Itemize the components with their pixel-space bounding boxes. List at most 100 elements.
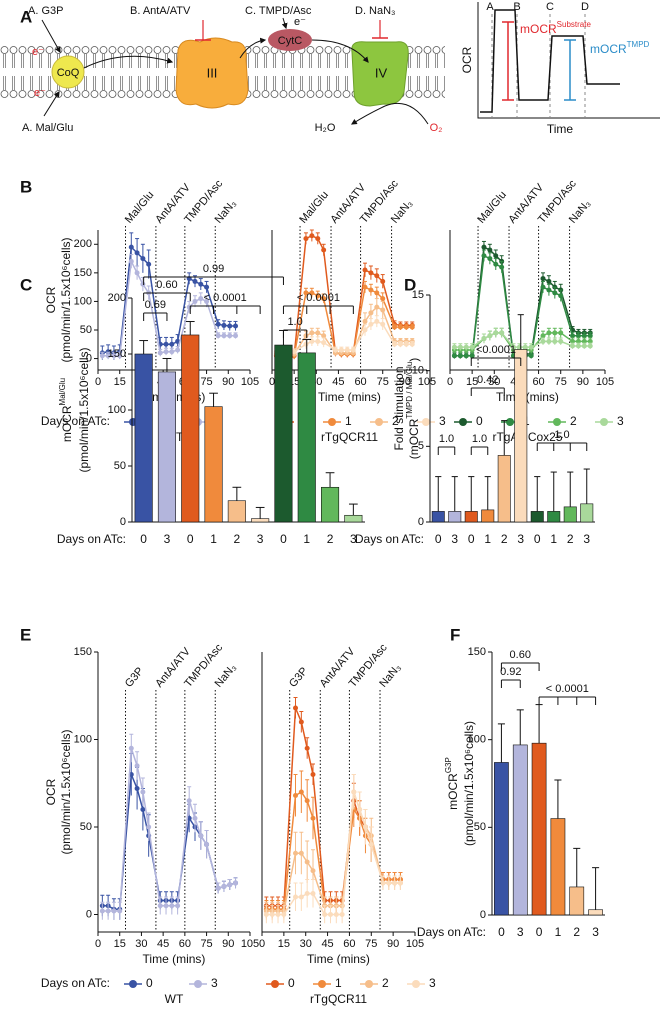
x-tick-label: 2 (501, 532, 508, 546)
x-tick-label: 15 (466, 376, 478, 388)
p-value: 0.60 (156, 279, 177, 291)
x-label: Days on ATc: (355, 532, 424, 546)
bar (251, 518, 270, 523)
axis-label: (pmol/min/1.5x10⁶cells) (462, 721, 476, 846)
x-label: Time (mins) (143, 952, 206, 966)
legend-label: 0 (288, 976, 295, 990)
x-tick-label: 0 (95, 938, 101, 950)
injection-label: NaN₃ (567, 198, 593, 226)
p-value: 1.0 (439, 433, 454, 445)
point (140, 281, 146, 287)
point (493, 261, 499, 267)
panel-label: E (20, 625, 31, 644)
point (303, 290, 309, 296)
x-tick-label: 75 (555, 376, 567, 388)
point (339, 912, 345, 917)
p-value: 0.99 (203, 263, 224, 275)
group-label: rTgQCR11 (321, 430, 378, 444)
point (227, 333, 233, 339)
x-tick-label: 105 (241, 376, 259, 388)
x-tick-label: 30 (300, 938, 312, 950)
x-tick-label: 3 (517, 532, 524, 546)
point (528, 353, 534, 359)
point (163, 903, 169, 909)
point (128, 745, 134, 751)
point (380, 296, 386, 302)
point (409, 341, 415, 347)
point (198, 833, 204, 839)
series-line (454, 254, 591, 357)
x-tick-label: 2 (327, 532, 334, 546)
point (575, 333, 581, 339)
arrow (281, 17, 288, 30)
point (175, 347, 181, 353)
point (338, 347, 344, 353)
point (481, 244, 487, 250)
p-value: 1.0 (472, 433, 487, 445)
point (469, 344, 475, 350)
axis-label: (pmol/min/1.5x10⁶cells) (59, 238, 73, 363)
y-tick-label: 0 (86, 908, 92, 920)
x-label: Time (547, 122, 574, 136)
y-tick-label: 50 (80, 324, 92, 336)
arrow (41, 19, 61, 54)
panel-label: C (20, 275, 32, 294)
point (269, 912, 275, 917)
point (386, 880, 392, 886)
legend-marker (422, 418, 430, 426)
injection-label: C (546, 1, 554, 13)
panel-label: D (404, 275, 416, 294)
y-tick-label: 100 (468, 734, 486, 746)
x-tick-label: 15 (114, 938, 126, 950)
label-sup: G3P (444, 757, 453, 773)
point (362, 824, 368, 830)
arrow (311, 39, 369, 63)
point (105, 353, 111, 359)
x-tick-label: 3 (164, 532, 171, 546)
legend-label: 1 (345, 414, 352, 428)
injection-label: B (513, 1, 520, 13)
point (293, 850, 299, 856)
point (546, 278, 552, 284)
x-tick-label: 0 (534, 532, 541, 546)
x-tick-label: 0 (187, 532, 194, 546)
point (134, 763, 140, 769)
point (117, 353, 123, 359)
axis-label: mOCRG3P (444, 757, 460, 810)
p-value: 0.42 (477, 374, 498, 386)
y-tick-label: 50 (474, 821, 486, 833)
x-tick-label: 3 (592, 925, 599, 939)
bar (448, 511, 462, 523)
label: e⁻ (34, 87, 46, 99)
legend-label: 1 (335, 976, 342, 990)
label: III (207, 65, 218, 80)
point (581, 343, 587, 349)
bar (344, 514, 363, 523)
point (169, 341, 175, 347)
x-tick-label: 2 (573, 925, 580, 939)
point (310, 815, 316, 821)
label-sup: Substrate (557, 20, 592, 29)
p-value: < 0.0001 (204, 292, 247, 304)
x-label: Days on ATc: (417, 925, 486, 939)
point (362, 318, 368, 324)
x-tick-label: 105 (241, 938, 259, 950)
point (99, 908, 105, 914)
legend-marker (328, 418, 336, 426)
point (169, 349, 175, 355)
point (198, 296, 204, 302)
point (540, 333, 546, 339)
point (552, 290, 558, 296)
legend-label: 2 (382, 976, 389, 990)
point (227, 323, 233, 329)
label-text: ) (407, 358, 421, 362)
point (303, 333, 309, 339)
group-label: rTgApiCox25 (492, 430, 562, 444)
point (481, 253, 487, 259)
point (309, 290, 315, 296)
point (146, 261, 152, 267)
point (463, 344, 469, 350)
label: e⁻ (294, 16, 306, 28)
point (493, 253, 499, 259)
point (128, 244, 134, 250)
